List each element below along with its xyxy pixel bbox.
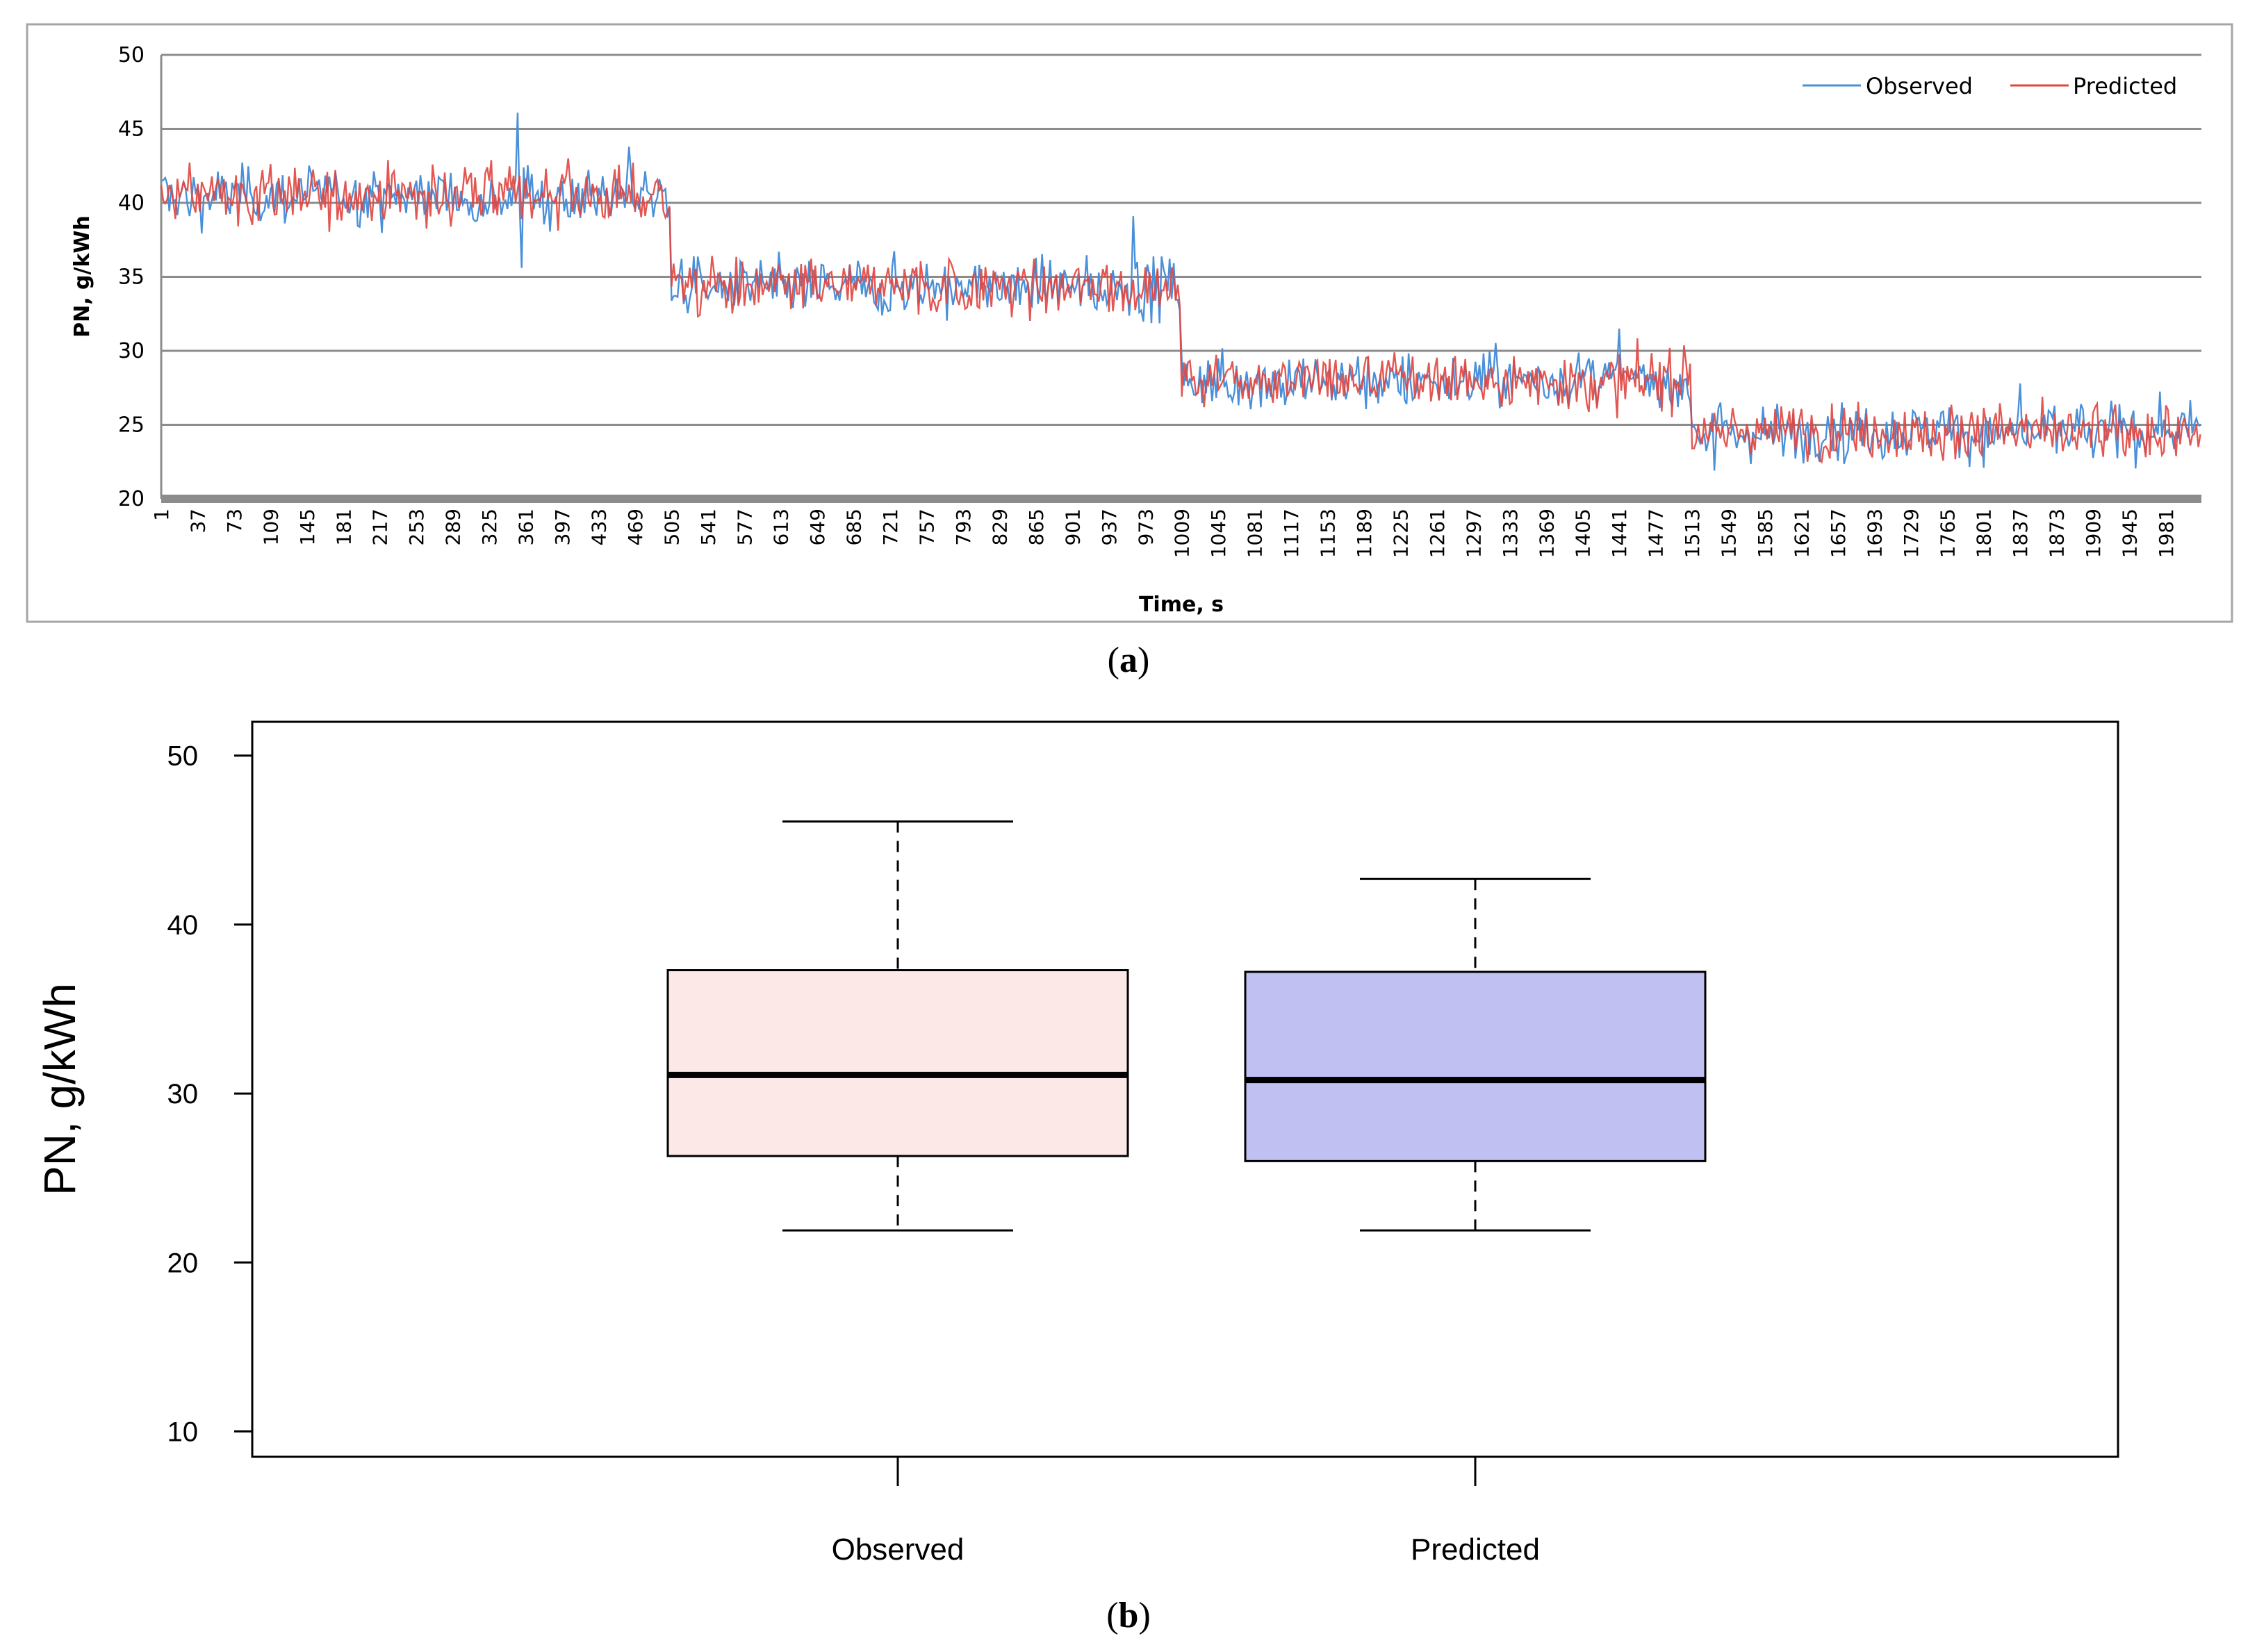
panel-a-x-axis-title: Time, s	[1139, 593, 1224, 617]
panel-a-x-tick-label: 757	[916, 509, 939, 545]
box-observed	[666, 820, 1129, 1232]
panel-a-x-tick-label: 901	[1061, 509, 1084, 545]
panel-a-x-tick-label: 1693	[1863, 509, 1886, 558]
panel-a-series	[160, 113, 2201, 471]
panel-a-x-tick-label: 397	[551, 509, 574, 545]
panel-a-x-tick-label: 1729	[1900, 509, 1923, 558]
panel-a-x-tick-label: 1621	[1790, 509, 1813, 558]
legend-observed-label: Observed	[1866, 73, 1973, 99]
panel-a-x-tick-label: 1981	[2155, 509, 2178, 558]
panel-b-x-axis: Observed Predicted	[832, 1457, 1540, 1567]
panel-a-x-tick-label: 1117	[1280, 509, 1303, 558]
series-predicted-line	[160, 158, 2201, 464]
panel-b-caption: (b)	[1106, 1596, 1151, 1635]
panel-a-x-tick-label: 1009	[1171, 509, 1194, 558]
panel-a-line-chart: 20 25 30 35 40 45 50 1 37 73 109 145 181 217 253 289 32…	[26, 23, 2233, 623]
panel-b-category-label: Predicted	[1411, 1533, 1540, 1567]
panel-a-caption: (a)	[1108, 641, 1150, 680]
panel-a-x-tick-label: 685	[843, 509, 866, 545]
panel-a-x-tick-label: 181	[332, 509, 355, 545]
panel-a-x-tick-label: 1	[150, 509, 173, 521]
panel-a-legend: Observed Predicted	[1803, 73, 2177, 99]
panel-a-x-tick-label: 541	[697, 509, 720, 545]
panel-b-y-tick-label: 50	[167, 741, 199, 772]
panel-a-x-tick-label: 829	[988, 509, 1011, 545]
panel-a-x-tick-label: 1369	[1535, 509, 1558, 558]
panel-a-y-tick-label: 25	[118, 413, 145, 438]
panel-a-x-tick-label: 793	[952, 509, 975, 545]
panel-a-x-tick-label: 361	[515, 509, 538, 545]
panel-a-x-tick-label: 1081	[1244, 509, 1267, 558]
panel-a-x-tick-label: 1837	[2009, 509, 2032, 558]
panel-a-x-tick-label: 145	[296, 509, 319, 545]
panel-b-y-tick-label: 10	[167, 1417, 199, 1448]
panel-a-x-tick-label: 37	[186, 509, 209, 534]
panel-a-x-tick-label: 1765	[1936, 509, 1959, 558]
panel-a-x-tick-label: 253	[405, 509, 428, 545]
panel-a-x-tick-label: 613	[770, 509, 793, 545]
panel-a-x-tick-label: 721	[879, 509, 902, 545]
panel-a-x-tick-label: 649	[806, 509, 829, 545]
panel-a-y-axis-title: PN, g/kWh	[70, 215, 95, 338]
panel-a-x-tick-label: 1405	[1572, 509, 1595, 558]
panel-a-y-tick-label: 30	[118, 339, 145, 363]
panel-a-y-tick-label: 45	[118, 117, 145, 142]
panel-a-y-tick-labels: 20 25 30 35 40 45 50	[118, 43, 145, 511]
panel-a-y-tick-label: 40	[118, 191, 145, 215]
panel-a-y-tick-label: 50	[118, 43, 145, 67]
panel-a-x-tick-label: 325	[478, 509, 501, 545]
panel-b-plot-frame	[251, 720, 2119, 1458]
panel-a-x-tick-label: 1045	[1207, 509, 1230, 558]
panel-a-chart-border	[26, 23, 2233, 623]
panel-a-x-tick-label: 1153	[1317, 509, 1340, 558]
panel-a-x-tick-label: 865	[1025, 509, 1048, 545]
panel-a-x-tick-labels: 1 37 73 109 145 181 217 253 289 325 361 397 433 469 50…	[150, 509, 2178, 558]
box-predicted	[1244, 877, 1707, 1232]
panel-a-x-tick-label: 469	[624, 509, 647, 545]
panel-a-x-tick-label: 1801	[1973, 509, 1996, 558]
panel-a-x-tick-label: 577	[733, 509, 756, 545]
panel-a-x-tick-label: 1441	[1608, 509, 1631, 558]
panel-a-x-tick-label: 1909	[2082, 509, 2105, 558]
panel-a-x-tick-label: 1189	[1353, 509, 1376, 558]
panel-b-y-tick-label: 20	[167, 1248, 199, 1278]
panel-a-x-tick-label: 1585	[1754, 509, 1777, 558]
panel-a-y-tick-label: 35	[118, 265, 145, 290]
panel-a-x-tick-label: 289	[442, 509, 465, 545]
panel-a-x-tick-label: 433	[587, 509, 610, 545]
panel-a-x-tick-label: 1657	[1827, 509, 1850, 558]
panel-b-caption-letter: b	[1119, 1596, 1139, 1635]
panel-a-x-tick-label: 505	[660, 509, 683, 545]
panel-a-x-tick-label: 109	[259, 509, 282, 545]
iqr-box	[666, 969, 1129, 1157]
panel-a-x-tick-label: 73	[223, 509, 246, 534]
panel-b-category-label: Observed	[832, 1533, 965, 1567]
panel-a-caption-letter: a	[1119, 641, 1138, 680]
panel-a-y-tick-label: 20	[118, 487, 145, 511]
panel-a-x-tick-label: 1873	[2046, 509, 2069, 558]
panel-a-x-tick-label: 1261	[1426, 509, 1449, 558]
panel-a-x-tick-label: 973	[1134, 509, 1157, 545]
panel-b-boxes	[666, 820, 1707, 1232]
panel-a-x-tick-label: 1945	[2119, 509, 2142, 558]
panel-a-x-tick-label: 1513	[1681, 509, 1704, 558]
legend-predicted-label: Predicted	[2073, 73, 2177, 99]
panel-a-x-tick-label: 1297	[1462, 509, 1485, 558]
panel-b-y-tick-label: 30	[167, 1079, 199, 1109]
panel-b-box-plot: 10 20 30 40 50 Observed Predicted PN, g/kWh	[35, 720, 2119, 1567]
panel-b-y-axis-title: PN, g/kWh	[35, 983, 85, 1196]
panel-a-x-tick-label: 1333	[1499, 509, 1522, 558]
panel-a-x-tick-label: 1549	[1718, 509, 1741, 558]
panel-b-y-tick-label: 40	[167, 910, 199, 941]
iqr-box	[1244, 970, 1707, 1162]
panel-b-y-axis: 10 20 30 40 50	[167, 741, 252, 1448]
panel-a-x-tick-label: 937	[1098, 509, 1121, 545]
panel-a-x-tick-label: 1477	[1645, 509, 1668, 558]
panel-a-x-tick-label: 1225	[1389, 509, 1412, 558]
panel-a-x-tick-label: 217	[369, 509, 392, 545]
